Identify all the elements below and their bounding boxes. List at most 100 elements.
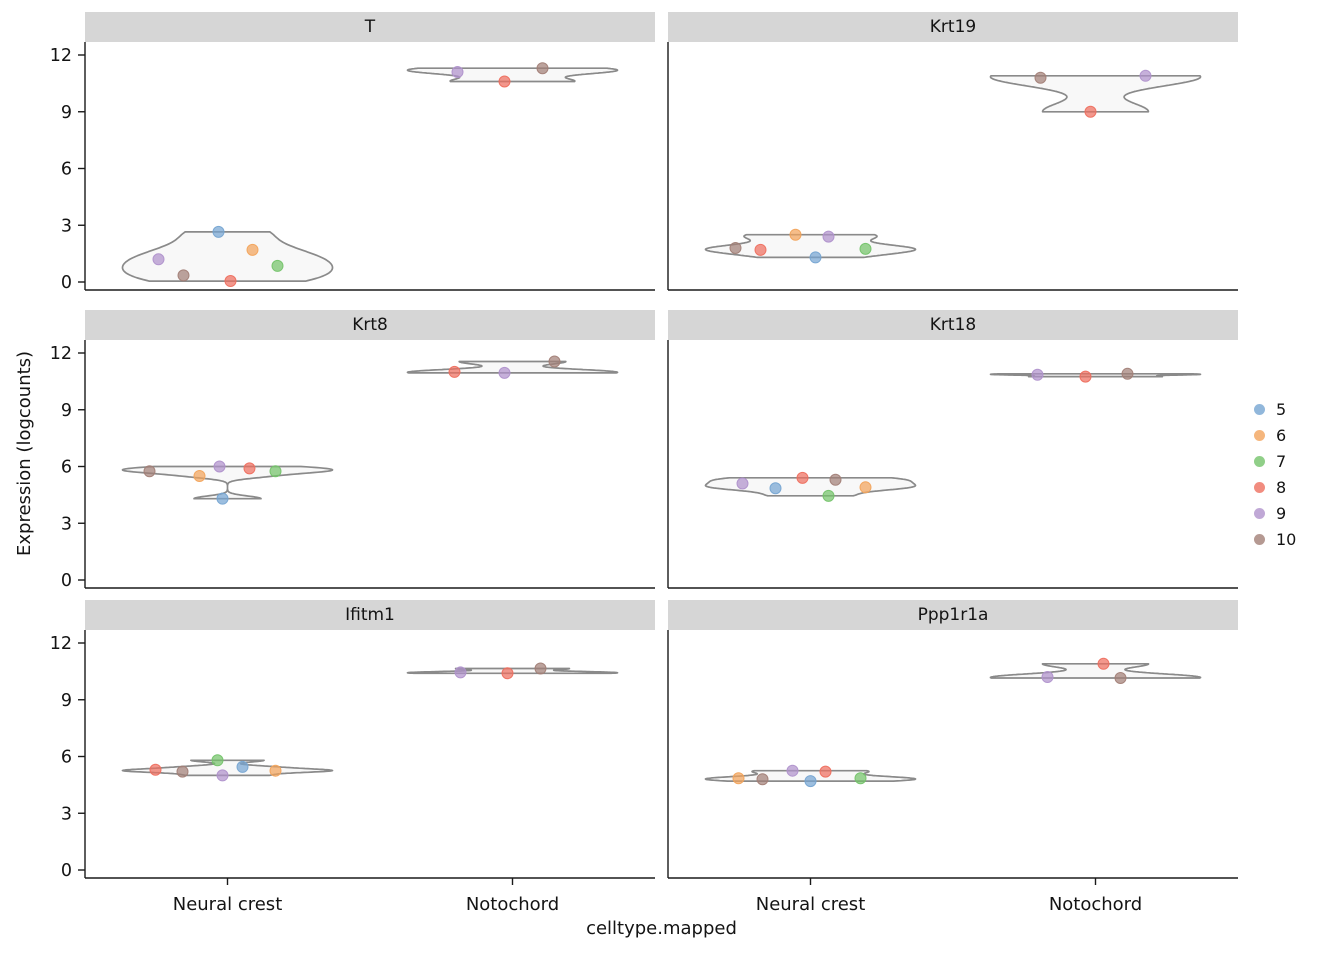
facet-title: Krt8 — [352, 315, 388, 335]
data-point-sample-8 — [501, 667, 514, 680]
y-tick-label: 0 — [61, 273, 72, 293]
data-point-sample-7 — [211, 754, 224, 767]
data-point-sample-6 — [732, 772, 745, 785]
facet-strip-Krt19: Krt19 — [668, 12, 1238, 42]
violin-Krt18-neural-crest — [704, 476, 917, 497]
legend-swatch-icon — [1254, 533, 1265, 545]
x-tick-label: Notochord — [1049, 894, 1142, 915]
violin-Krt18-notochord — [989, 372, 1202, 378]
y-tick-label: 0 — [61, 571, 72, 591]
y-tick-label: 9 — [61, 691, 72, 711]
data-point-sample-8 — [498, 75, 511, 88]
data-point-sample-9 — [822, 230, 835, 243]
violin-Ppp1r1a-notochord — [989, 662, 1202, 679]
y-tick-label: 9 — [61, 401, 72, 421]
data-point-sample-8 — [224, 275, 237, 288]
data-point-sample-9 — [1031, 368, 1044, 381]
violin-Krt8-notochord — [406, 360, 619, 374]
facet-panel-Krt19 — [667, 42, 1238, 291]
facet-panel-T: 0 3 6 9 12 — [50, 42, 655, 293]
facet-panel-Ppp1r1a: Neural crest Notochord — [667, 630, 1238, 915]
legend-item-10: 10 — [1254, 526, 1296, 552]
data-point-sample-10 — [548, 355, 561, 368]
legend-swatch-icon — [1254, 455, 1265, 467]
data-point-sample-8 — [819, 765, 832, 778]
y-tick-label: 9 — [61, 103, 72, 123]
y-tick-label: 6 — [61, 458, 72, 478]
y-tick-label: 0 — [61, 861, 72, 881]
data-point-sample-5 — [212, 225, 225, 238]
y-tick-label: 12 — [50, 344, 72, 364]
legend: 5 6 7 8 9 10 — [1254, 396, 1296, 552]
data-point-sample-5 — [804, 775, 817, 788]
legend-label: 5 — [1276, 399, 1287, 419]
data-point-sample-9 — [1041, 671, 1054, 684]
facet-panel-Krt18 — [667, 340, 1238, 589]
data-point-sample-10 — [177, 269, 190, 282]
data-point-sample-9 — [498, 366, 511, 379]
data-point-sample-7 — [822, 489, 835, 502]
legend-label: 9 — [1276, 503, 1287, 523]
facet-panel-Krt8: 0 3 6 9 12 — [50, 340, 655, 591]
legend-label: 7 — [1276, 451, 1287, 471]
y-tick-label: 3 — [61, 804, 72, 824]
data-point-sample-7 — [859, 242, 872, 255]
data-point-sample-8 — [1079, 370, 1092, 383]
data-point-sample-10 — [756, 773, 769, 786]
facet-title: Ppp1r1a — [917, 605, 989, 625]
data-point-sample-10 — [534, 662, 547, 675]
data-point-sample-6 — [789, 228, 802, 241]
data-point-sample-9 — [216, 769, 229, 782]
data-point-sample-5 — [809, 251, 822, 264]
facet-strip-Ifitm1: Ifitm1 — [85, 600, 655, 630]
data-point-sample-10 — [176, 765, 189, 778]
data-point-sample-8 — [149, 763, 162, 776]
facet-title: Krt19 — [929, 17, 977, 37]
legend-item-7: 7 — [1254, 448, 1296, 474]
y-tick-label: 3 — [61, 514, 72, 534]
legend-label: 6 — [1276, 425, 1287, 445]
data-point-sample-9 — [451, 66, 464, 79]
data-point-sample-8 — [1084, 105, 1097, 118]
legend-swatch-icon — [1254, 481, 1265, 493]
data-point-sample-7 — [854, 772, 867, 785]
data-point-sample-10 — [1034, 71, 1047, 84]
facet-strip-Krt18: Krt18 — [668, 310, 1238, 340]
legend-item-9: 9 — [1254, 500, 1296, 526]
legend-swatch-icon — [1254, 507, 1265, 519]
facet-title: Ifitm1 — [345, 605, 395, 625]
data-point-sample-8 — [754, 243, 767, 256]
data-point-sample-10 — [1121, 367, 1134, 380]
y-axis-title: Expression (logcounts) — [14, 350, 35, 556]
data-point-sample-5 — [216, 492, 229, 505]
legend-label: 8 — [1276, 477, 1287, 497]
data-point-sample-8 — [1097, 657, 1110, 670]
data-point-sample-9 — [786, 764, 799, 777]
violin-Krt19-notochord — [989, 74, 1202, 113]
x-tick-label: Notochord — [466, 894, 559, 915]
facet-panel-Ifitm1: 0 3 6 9 12 Neural crest Notochord — [50, 630, 655, 915]
data-point-sample-8 — [796, 471, 809, 484]
data-point-sample-10 — [729, 241, 742, 254]
data-point-sample-9 — [1139, 69, 1152, 82]
data-point-sample-5 — [236, 760, 249, 773]
data-point-sample-7 — [269, 465, 282, 478]
y-tick-label: 3 — [61, 216, 72, 236]
legend-item-5: 5 — [1254, 396, 1296, 422]
data-point-sample-6 — [269, 764, 282, 777]
x-tick-label: Neural crest — [756, 894, 866, 915]
x-tick-label: Neural crest — [173, 894, 283, 915]
data-point-sample-10 — [829, 473, 842, 486]
y-tick-label: 6 — [61, 160, 72, 180]
data-point-sample-10 — [1114, 671, 1127, 684]
violin-T-notochord — [406, 67, 619, 83]
data-point-sample-10 — [143, 465, 156, 478]
data-point-sample-7 — [271, 259, 284, 272]
legend-swatch-icon — [1254, 403, 1265, 415]
data-point-sample-9 — [736, 477, 749, 490]
legend-swatch-icon — [1254, 429, 1265, 441]
x-axis-title: celltype.mapped — [586, 918, 737, 939]
legend-item-6: 6 — [1254, 422, 1296, 448]
legend-label: 10 — [1276, 529, 1297, 549]
